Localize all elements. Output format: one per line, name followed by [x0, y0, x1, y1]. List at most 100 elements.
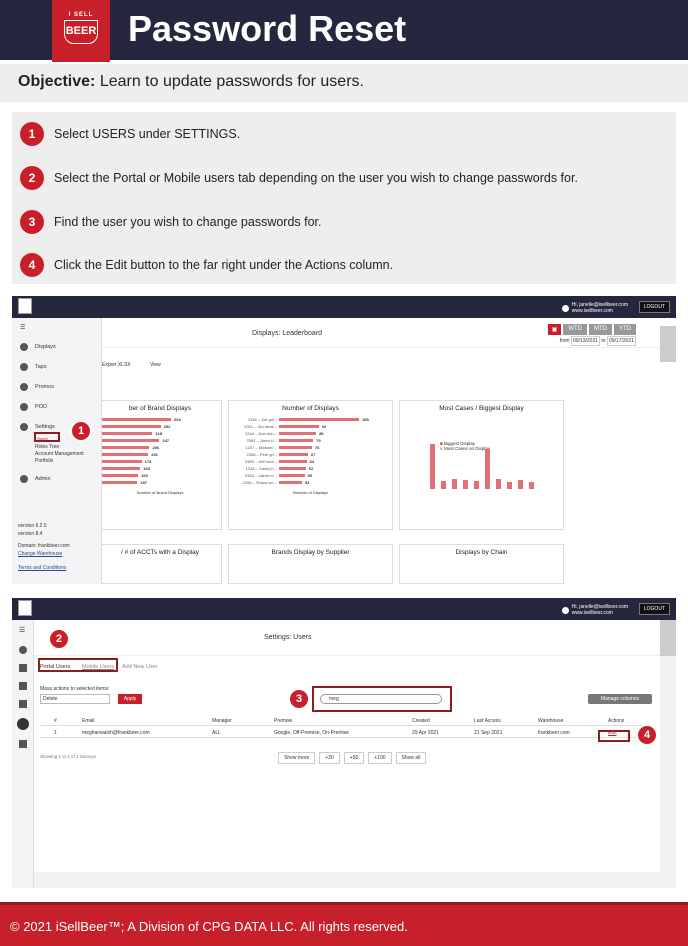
main-area: Displays: Leaderboard ▣ WTD MTD YTD from…	[98, 318, 676, 584]
bar-value: 247	[162, 438, 170, 443]
bar-label: 2208 – Shane wo...	[242, 480, 277, 485]
period-mtd[interactable]: MTD	[589, 324, 612, 335]
shield-icon	[20, 475, 28, 483]
mass-actions-select[interactable]: Delete	[40, 694, 110, 704]
step-badge-1: 1	[70, 420, 92, 442]
user-info-2: Hi, janelle@isellbeer.com www.isellbeer.c…	[561, 604, 628, 616]
bar-row: 1207 – Michael ... 76	[229, 444, 392, 451]
users-main: Settings: Users Portal Users Mobile User…	[34, 620, 660, 872]
from-date[interactable]: 09/13/2021	[570, 336, 601, 346]
tab-mobile-users[interactable]: Mobile Users	[82, 664, 115, 670]
submenu-account-management[interactable]: Account Management	[35, 451, 84, 457]
bar-label: 2021 – Jim ramir...	[244, 424, 277, 429]
bar-row: 2021 – Jim ramir... 92	[229, 423, 392, 430]
bar	[99, 453, 149, 456]
bar	[99, 446, 150, 449]
sidebar-item-pod[interactable]: POD	[12, 397, 101, 417]
table-info: Showing 1 to 1 of 1 Surveys	[40, 754, 97, 759]
bar-value: 92	[321, 424, 327, 429]
submenu-portfolio[interactable]: Portfolio	[35, 458, 54, 464]
bar-row: 2208 – Shane wo... 53	[229, 479, 392, 486]
bar-row: 160	[99, 472, 221, 479]
sidebar-item-admin[interactable]: Admin	[12, 469, 101, 489]
sidebar-item-promos[interactable]: Promos	[12, 377, 101, 397]
period-wtd[interactable]: WTD	[563, 324, 587, 335]
plus20-button[interactable]: +20	[319, 752, 340, 764]
bar-label: 1207 – Michael ...	[245, 445, 277, 450]
app-sidebar: ☰ Displays Taps Promos POD Settings User…	[12, 318, 102, 584]
highlight-tabs	[38, 658, 118, 672]
card-accts: / # of ACCTs with a Display	[98, 544, 222, 584]
change-warehouse-link[interactable]: Change Warehouse	[18, 551, 63, 557]
step-2: 2 Select the Portal or Mobile users tab d…	[20, 166, 578, 190]
show-more-button[interactable]: Show more	[278, 752, 316, 764]
logout-button[interactable]: LOGOUT	[638, 301, 670, 313]
leaderboard-title: Displays: Leaderboard	[252, 330, 323, 337]
bar-row: 218	[99, 430, 221, 437]
objective: Objective: Learn to update passwords for…	[0, 64, 688, 102]
sidebar-item-displays[interactable]: Displays	[12, 337, 101, 357]
bar-label: 2363 – Jared U...	[246, 438, 277, 443]
calendar-icon[interactable]: ▣	[547, 324, 562, 335]
sidebar-item-settings[interactable]: Settings	[12, 417, 101, 437]
bar-value: 185	[362, 417, 369, 422]
screenshot-displays-leaderboard: Hi, janelle@isellbeer.com www.isellbeer.c…	[12, 296, 676, 584]
cases-bars	[430, 439, 543, 489]
bar-row: 252	[99, 423, 221, 430]
highlight-users	[34, 432, 60, 442]
filter-button[interactable]	[660, 326, 676, 362]
plus100-button[interactable]: +100	[368, 752, 392, 764]
promos-icon-2[interactable]	[19, 682, 27, 690]
search-input[interactable]: meg	[320, 694, 442, 704]
sidebar-item-taps[interactable]: Taps	[12, 357, 101, 377]
bar	[279, 453, 308, 456]
edit-link[interactable]: Edit	[608, 730, 617, 736]
show-all-button[interactable]: Show all	[395, 752, 427, 764]
bar-value: 294	[174, 417, 181, 422]
users-table: # Email Manager Premise Created Last Acc…	[40, 716, 652, 746]
step-badge-2: 2	[48, 628, 70, 650]
displays-icon-2[interactable]	[19, 646, 27, 654]
bar	[99, 460, 142, 463]
bar-label: 2308 – Pete gri...	[246, 452, 277, 457]
number-displays-bars: 1246 – Joe gill... 185 2021 – Jim ramir...…	[229, 416, 392, 486]
bar-value: 79	[316, 438, 321, 443]
plus50-button[interactable]: +50	[343, 752, 365, 764]
menu-icon[interactable]: ☰	[20, 325, 26, 331]
bar-label: 2365 – Jeff rube...	[244, 459, 277, 464]
filter-button-2[interactable]	[660, 620, 676, 656]
collapsed-sidebar: ☰	[12, 620, 34, 888]
bar-value: 53	[304, 480, 310, 485]
manage-columns-button[interactable]: Manage columns	[588, 694, 652, 704]
apply-button[interactable]: Apply	[118, 694, 142, 704]
tab-add-new-user[interactable]: Add New User	[122, 664, 158, 670]
bar-row: 1246 – Joe gill... 185	[229, 416, 392, 423]
gear-icon-2[interactable]	[17, 718, 29, 730]
bar	[99, 467, 141, 470]
screenshot-settings-users: Hi, janelle@isellbeer.com www.isellbeer.c…	[12, 598, 676, 888]
bar-row: 174	[99, 458, 221, 465]
bar	[279, 425, 319, 428]
bar-row: 2345 – Jaime ro... 59	[229, 472, 392, 479]
export-button[interactable]: Export XLSX	[102, 362, 131, 368]
bar	[279, 481, 302, 484]
bar-value: 206	[152, 445, 160, 450]
to-date[interactable]: 09/17/2021	[606, 336, 636, 346]
user-icon-2	[561, 606, 569, 614]
bar	[279, 446, 312, 449]
header-bar: I SELL BEER Password Reset	[0, 0, 688, 62]
bar-row: 206	[99, 444, 221, 451]
period-ytd[interactable]: YTD	[614, 324, 636, 335]
highlight-edit	[598, 730, 630, 742]
card-brand-displays: ber of Brand Displays 294 252 218 247 206 201…	[98, 400, 222, 530]
star-icon-2[interactable]	[19, 700, 27, 708]
step-3: 3 Find the user you wish to change passwo…	[20, 210, 322, 234]
submenu-roles-tree[interactable]: Roles Tree	[35, 444, 60, 450]
taps-icon-2[interactable]	[19, 664, 27, 672]
terms-link[interactable]: Terms and Conditions	[18, 565, 67, 571]
menu-icon-2[interactable]: ☰	[19, 627, 26, 634]
bar-row: 2365 – Jeff rube... 64	[229, 458, 392, 465]
shield-icon-2[interactable]	[19, 740, 27, 748]
logout-button-2[interactable]: LOGOUT	[638, 603, 670, 615]
bar-value: 157	[140, 480, 148, 485]
